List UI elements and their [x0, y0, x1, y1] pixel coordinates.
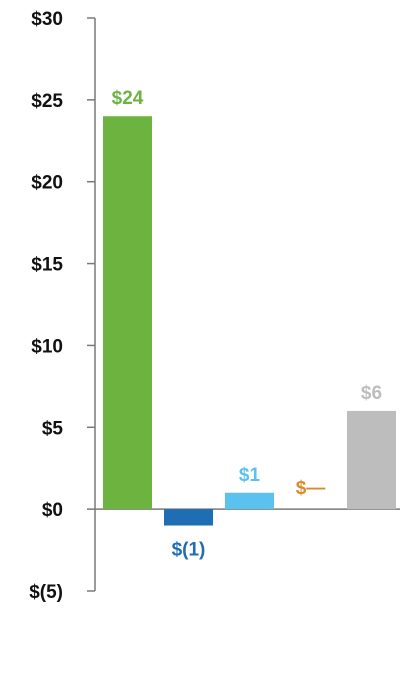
bar [103, 116, 152, 510]
y-axis: $30 $25 $20 $15 $10 $5 $0 $(5) [29, 9, 400, 603]
y-tick-label: $5 [42, 418, 64, 439]
data-label: $— [296, 478, 326, 499]
y-tick-label: $0 [42, 500, 63, 521]
bar [164, 509, 213, 526]
y-tick-label: $20 [31, 173, 63, 194]
data-labels-group: $24 $(1) $1 $— $6 [112, 88, 382, 560]
data-label: $24 [112, 88, 144, 109]
data-label: $6 [361, 383, 382, 404]
y-tick-label: $15 [31, 255, 63, 276]
y-tick-label: $30 [31, 9, 63, 30]
data-label: $(1) [172, 540, 206, 561]
y-tick-label: $10 [31, 336, 63, 357]
y-tick-label: $(5) [29, 582, 63, 603]
bar [347, 410, 396, 510]
bars-group [103, 116, 396, 526]
y-tick-label: $25 [31, 91, 63, 112]
data-label: $1 [239, 465, 261, 486]
bar [225, 492, 274, 510]
